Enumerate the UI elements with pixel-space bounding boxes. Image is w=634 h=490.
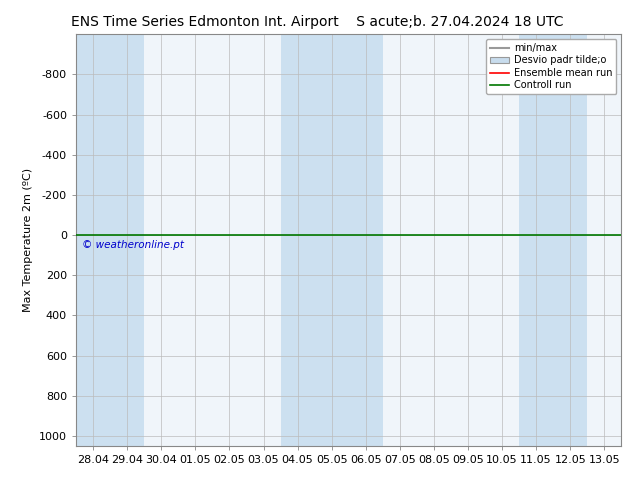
Bar <box>76 34 144 446</box>
Legend: min/max, Desvio padr tilde;o, Ensemble mean run, Controll run: min/max, Desvio padr tilde;o, Ensemble m… <box>486 39 616 94</box>
Text: ENS Time Series Edmonton Int. Airport    S acute;b. 27.04.2024 18 UTC: ENS Time Series Edmonton Int. Airport S … <box>71 15 563 29</box>
Text: © weatheronline.pt: © weatheronline.pt <box>82 240 183 250</box>
Bar <box>280 34 383 446</box>
Y-axis label: Max Temperature 2m (ºC): Max Temperature 2m (ºC) <box>23 168 34 312</box>
Bar <box>519 34 587 446</box>
